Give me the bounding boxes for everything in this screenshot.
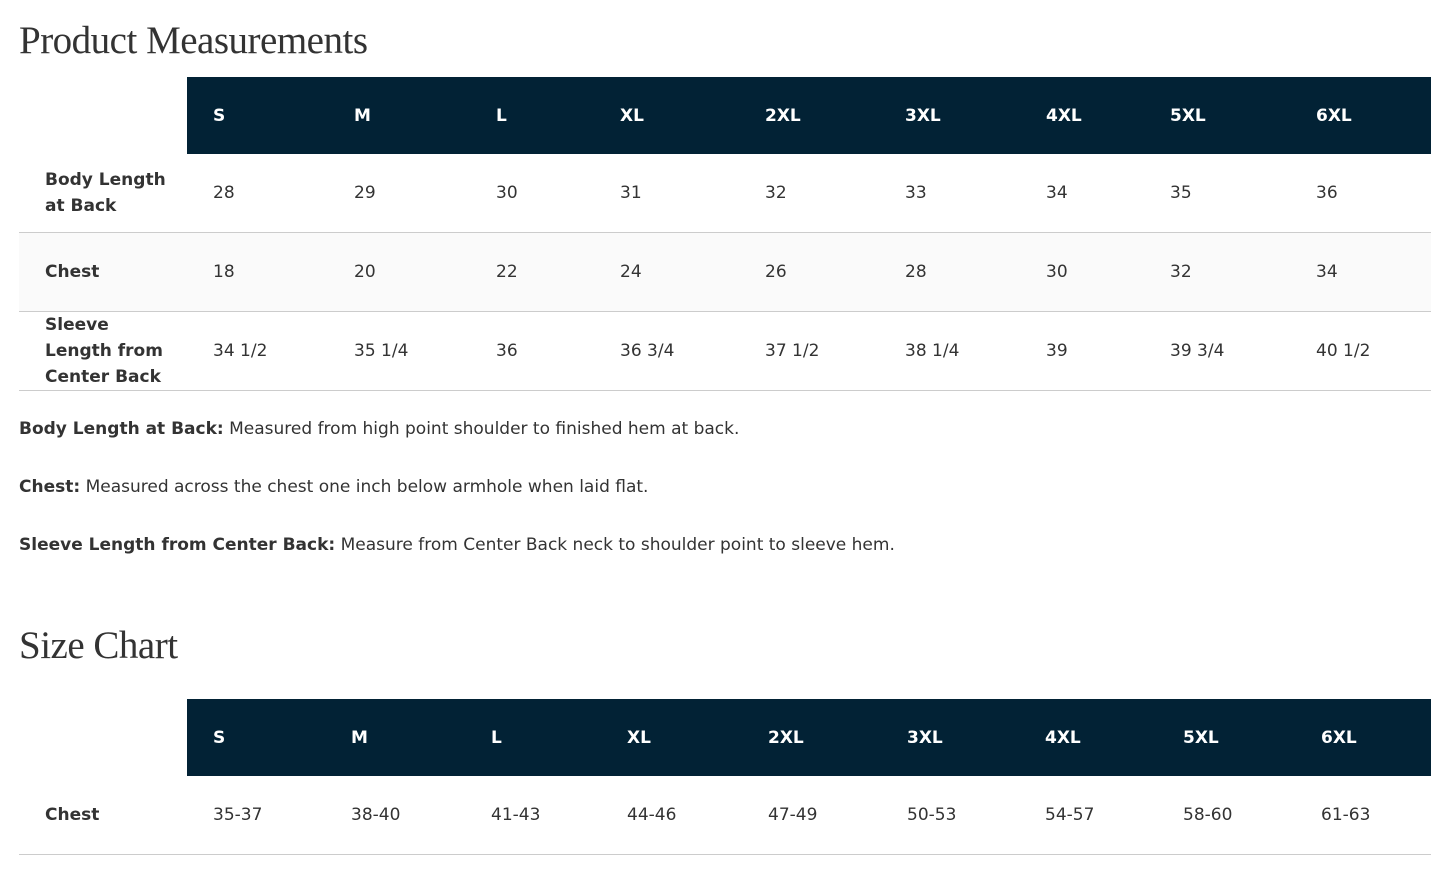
- header-row: S M L XL 2XL 3XL 4XL 5XL 6XL: [19, 699, 1431, 776]
- notes: Body Length at Back: Measured from high …: [19, 391, 1431, 565]
- note-term: Chest:: [19, 477, 81, 497]
- size-header: 5XL: [1144, 77, 1290, 154]
- cell: 39: [1020, 311, 1144, 391]
- corner-cell: [19, 699, 187, 776]
- note: Chest: Measured across the chest one inc…: [19, 449, 1431, 507]
- cell: 40 1/2: [1290, 311, 1431, 391]
- note-text: Measure from Center Back neck to shoulde…: [340, 535, 895, 555]
- row-label: Chest: [19, 776, 187, 855]
- size-header: S: [187, 77, 328, 154]
- size-header: XL: [594, 77, 739, 154]
- size-header: 6XL: [1295, 699, 1431, 776]
- data-row: Chest 35-37 38-40 41-43 44-46 47-49 50-53 54-57…: [19, 776, 1431, 855]
- cell: 35 1/4: [328, 311, 470, 391]
- cell: 33: [879, 154, 1020, 233]
- cell: 39 3/4: [1144, 311, 1290, 391]
- section-title: Size Chart: [19, 624, 178, 667]
- header-row: S M L XL 2XL 3XL 4XL 5XL 6XL: [19, 77, 1431, 154]
- note: Body Length at Back: Measured from high …: [19, 391, 1431, 449]
- cell: 32: [1144, 232, 1290, 312]
- size-header: 6XL: [1290, 77, 1431, 154]
- size-header: 2XL: [739, 77, 879, 154]
- cell: 44-46: [601, 776, 742, 855]
- cell: 61-63: [1295, 776, 1431, 855]
- cell: 32: [739, 154, 879, 233]
- cell: 28: [187, 154, 328, 233]
- cell: 36: [1290, 154, 1431, 233]
- note-term: Sleeve Length from Center Back:: [19, 535, 336, 555]
- cell: 31: [594, 154, 739, 233]
- cell: 34 1/2: [187, 311, 328, 391]
- cell: 41-43: [465, 776, 601, 855]
- size-header: M: [328, 77, 470, 154]
- cell: 38-40: [325, 776, 465, 855]
- cell: 35: [1144, 154, 1290, 233]
- size-header: 4XL: [1020, 77, 1144, 154]
- note-term: Body Length at Back:: [19, 419, 224, 439]
- cell: 29: [328, 154, 470, 233]
- cell: 47-49: [742, 776, 881, 855]
- row-label: Sleeve Length from Center Back: [19, 311, 187, 391]
- size-header: 3XL: [879, 77, 1020, 154]
- cell: 37 1/2: [739, 311, 879, 391]
- size-header: 5XL: [1157, 699, 1295, 776]
- cell: 28: [879, 232, 1020, 312]
- note: Sleeve Length from Center Back: Measure …: [19, 507, 1431, 565]
- cell: 36: [470, 311, 594, 391]
- size-header: 2XL: [742, 699, 881, 776]
- cell: 36 3/4: [594, 311, 739, 391]
- size-header: 3XL: [881, 699, 1019, 776]
- note-text: Measured across the chest one inch below…: [85, 477, 649, 497]
- cell: 34: [1290, 232, 1431, 312]
- row-label: Body Length at Back: [19, 154, 187, 233]
- cell: 30: [1020, 232, 1144, 312]
- data-row: Chest 18 20 22 24 26 28 30 32 34: [19, 232, 1431, 312]
- cell: 38 1/4: [879, 311, 1020, 391]
- size-header: 4XL: [1019, 699, 1157, 776]
- size-header: L: [465, 699, 601, 776]
- section-title: Product Measurements: [19, 19, 368, 62]
- data-row: Sleeve Length from Center Back 34 1/2 35 1…: [19, 311, 1431, 391]
- note-text: Measured from high point shoulder to fin…: [229, 419, 740, 439]
- cell: 18: [187, 232, 328, 312]
- size-header: M: [325, 699, 465, 776]
- cell: 22: [470, 232, 594, 312]
- cell: 35-37: [187, 776, 325, 855]
- size-header: L: [470, 77, 594, 154]
- cell: 54-57: [1019, 776, 1157, 855]
- row-label: Chest: [19, 232, 187, 312]
- cell: 20: [328, 232, 470, 312]
- content: Product Measurements S M L XL 2XL 3XL 4XL 5XL 6X…: [19, 19, 1431, 855]
- cell: 34: [1020, 154, 1144, 233]
- cell: 50-53: [881, 776, 1019, 855]
- size-header: S: [187, 699, 325, 776]
- data-row: Body Length at Back 28 29 30 31 32 33 34 35 36: [19, 154, 1431, 233]
- corner-cell: [19, 77, 187, 154]
- cell: 26: [739, 232, 879, 312]
- cell: 30: [470, 154, 594, 233]
- size-chart-table: S M L XL 2XL 3XL 4XL 5XL 6XL Chest 35-37 38-40 41-43…: [19, 699, 1431, 855]
- cell: 58-60: [1157, 776, 1295, 855]
- cell: 24: [594, 232, 739, 312]
- size-header: XL: [601, 699, 742, 776]
- measurements-table: S M L XL 2XL 3XL 4XL 5XL 6XL Body Length at Back 2…: [19, 77, 1431, 391]
